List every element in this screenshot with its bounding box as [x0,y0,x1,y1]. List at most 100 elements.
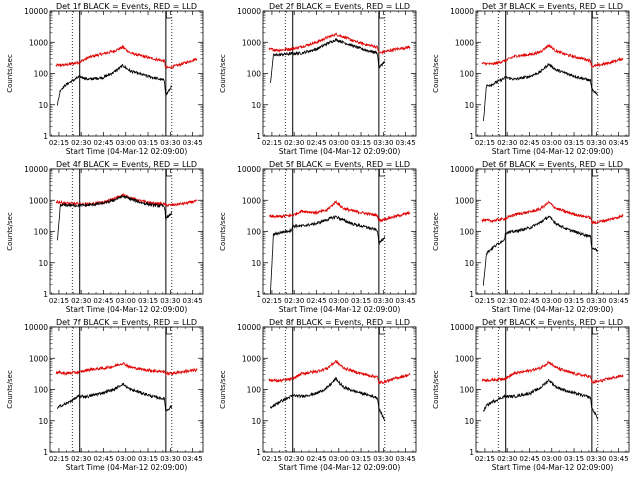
x-tick-label: 03:45 [396,297,416,305]
y-tick-label: 1000 [455,38,474,47]
x-tick-label: 02:15 [49,297,69,305]
y-axis-label: Counts/sec [219,212,227,251]
plot-frame [49,10,204,137]
y-axis-label: Counts/sec [219,370,227,409]
x-tick-label: 02:30 [497,139,517,147]
lld-series-line [481,361,624,385]
chart-panel: Det 4f BLACK = Events, RED = LLD 1 10 100 10… [6,160,204,314]
y-axis-label: Counts/sec [219,54,227,93]
lld-series-line [55,44,198,70]
y-tick-label: 1000 [242,196,261,205]
x-tick-label: 03:30 [586,297,606,305]
x-tick-label: 02:15 [262,297,282,305]
x-tick-label: 02:15 [49,139,69,147]
x-tick-label: 03:15 [564,139,584,147]
plot-frame [475,168,630,295]
y-tick-label: 10000 [450,165,474,174]
chart-title: Det 2f BLACK = Events, RED = LLD [269,2,410,11]
x-tick-label: 03:15 [351,455,371,463]
y-tick-label: 10000 [450,323,474,332]
events-series-line [57,195,173,241]
y-tick-label: 1000 [455,354,474,363]
x-axis-label: Start Time (04-Mar-12 02:09:00) [279,147,401,156]
y-tick-label: 10 [464,101,474,110]
marker-bracket [378,11,385,19]
x-tick-label: 02:15 [475,139,495,147]
chart-title: Det 7f BLACK = Events, RED = LLD [56,318,197,327]
chart-title: Det 6f BLACK = Events, RED = LLD [482,160,623,169]
x-tick-label: 03:30 [373,297,393,305]
x-tick-label: 02:45 [519,139,539,147]
x-tick-label: 03:15 [351,297,371,305]
chart-title: Det 8f BLACK = Events, RED = LLD [269,318,410,327]
x-tick-label: 03:15 [138,139,158,147]
y-tick-label: 10000 [24,323,48,332]
chart-panel: Det 5f BLACK = Events, RED = LLD 1 10 100 10… [219,160,417,314]
x-tick-label: 03:30 [586,455,606,463]
x-tick-label: 03:15 [564,297,584,305]
x-tick-label: 03:45 [396,139,416,147]
x-tick-label: 02:45 [306,139,326,147]
x-tick-label: 02:15 [262,139,282,147]
chart-panel: Det 8f BLACK = Events, RED = LLD 1 10 100 10… [219,318,417,472]
y-tick-label: 10 [251,101,261,110]
x-tick-label: 03:45 [609,297,629,305]
chart-title: Det 4f BLACK = Events, RED = LLD [56,160,197,169]
y-tick-label: 10000 [24,165,48,174]
events-series-line [270,214,386,294]
y-tick-label: 1 [43,448,48,457]
y-tick-label: 100 [34,70,49,79]
x-tick-label: 03:30 [373,139,393,147]
x-tick-label: 03:30 [160,455,180,463]
marker-bracket [591,327,598,335]
chart-panel: Det 1f BLACK = Events, RED = LLD 1 10 100 10… [6,2,204,156]
x-tick-label: 02:45 [93,455,113,463]
x-axis-label: Start Time (04-Mar-12 02:09:00) [279,305,401,314]
x-tick-label: 02:30 [71,297,91,305]
y-tick-label: 1 [256,290,261,299]
plot-frame [475,10,630,137]
events-series-line [483,215,599,286]
x-axis-label: Start Time (04-Mar-12 02:09:00) [492,305,614,314]
x-tick-label: 03:15 [138,455,158,463]
y-axis-label: Counts/sec [6,370,14,409]
x-tick-label: 03:45 [609,139,629,147]
y-axis-label: Counts/sec [432,54,440,93]
x-tick-label: 03:00 [542,139,562,147]
x-tick-label: 02:45 [519,297,539,305]
chart-title: Det 5f BLACK = Events, RED = LLD [269,160,410,169]
chart-panel: Det 7f BLACK = Events, RED = LLD 1 10 100 10… [6,318,204,472]
x-tick-label: 02:45 [306,297,326,305]
y-tick-label: 10000 [237,165,261,174]
y-tick-label: 10000 [450,7,474,16]
x-tick-label: 02:15 [475,455,495,463]
x-tick-label: 03:00 [116,455,136,463]
y-tick-label: 10 [38,259,48,268]
x-tick-label: 03:45 [396,455,416,463]
x-tick-label: 03:00 [329,297,349,305]
x-tick-label: 02:30 [71,139,91,147]
x-tick-label: 03:00 [116,139,136,147]
x-tick-label: 03:30 [160,139,180,147]
x-tick-label: 03:45 [183,455,203,463]
y-tick-label: 10 [251,259,261,268]
y-tick-label: 1000 [29,354,48,363]
chart-panel: Det 6f BLACK = Events, RED = LLD 1 10 100 10… [432,160,630,314]
plot-frame [262,10,417,137]
y-axis-label: Counts/sec [432,370,440,409]
y-tick-label: 100 [247,386,262,395]
x-tick-label: 02:45 [306,455,326,463]
x-axis-label: Start Time (04-Mar-12 02:09:00) [492,463,614,472]
x-tick-label: 02:45 [519,455,539,463]
y-axis-label: Counts/sec [6,54,14,93]
x-tick-label: 03:00 [542,297,562,305]
y-tick-label: 10 [464,259,474,268]
y-tick-label: 10000 [237,7,261,16]
x-tick-label: 03:45 [609,455,629,463]
events-series-line [57,63,172,106]
x-tick-label: 02:15 [262,455,282,463]
x-tick-label: 03:15 [564,455,584,463]
x-axis-label: Start Time (04-Mar-12 02:09:00) [66,463,188,472]
marker-bracket [165,327,172,335]
